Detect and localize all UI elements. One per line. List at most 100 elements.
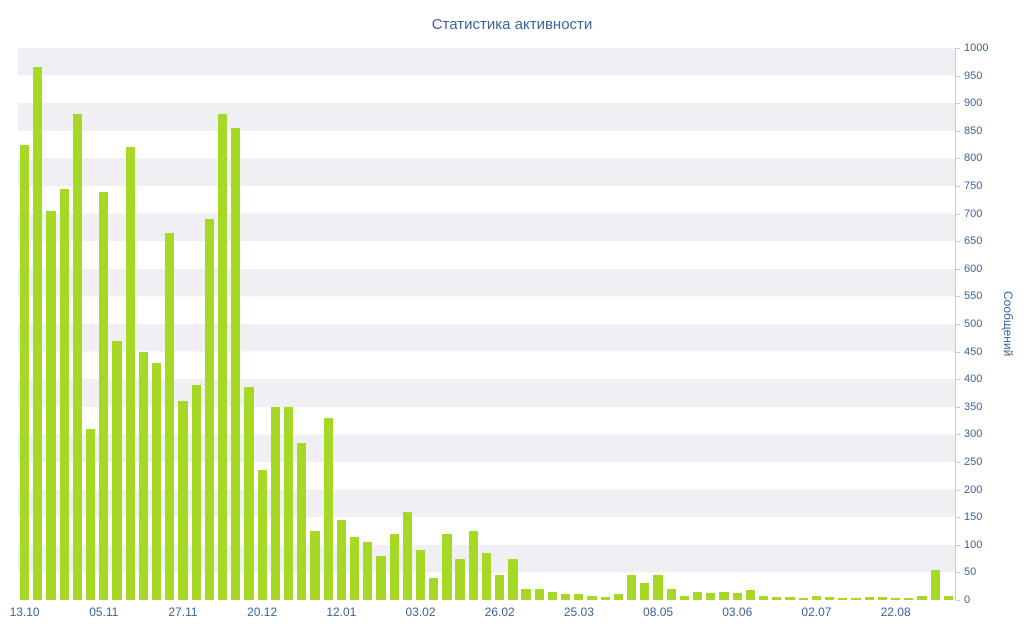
y-tick-label: 0 [964, 594, 971, 606]
plot-area [18, 48, 956, 600]
bar [930, 569, 940, 600]
y-tick-mark [956, 213, 960, 215]
y-tick-label: 100 [964, 538, 983, 551]
bar [811, 595, 822, 600]
y-tick-label: 500 [964, 318, 983, 330]
bar [732, 593, 742, 600]
y-tick-label: 550 [964, 290, 983, 303]
y-tick-mark [956, 572, 960, 574]
bar [785, 597, 795, 600]
bar [706, 593, 716, 600]
bar [745, 590, 756, 600]
y-tick-label: 700 [964, 207, 983, 220]
bar [521, 588, 531, 600]
x-tick-label: 05.11 [89, 605, 119, 619]
y-tick-mark [956, 379, 960, 381]
y-tick-label: 850 [964, 124, 983, 137]
y-tick-mark [956, 600, 960, 601]
bar [402, 511, 412, 600]
bar [640, 583, 650, 600]
bar [244, 387, 254, 600]
bar [270, 406, 280, 600]
x-axis-labels: 13.10 05.11 27.11 20.12 12.01 03.02 26.02 25.03… [10, 605, 955, 625]
y-tick-mark [956, 75, 960, 77]
x-tick-label: 02.07 [801, 605, 832, 619]
bar [851, 598, 861, 600]
bar [481, 553, 492, 600]
chart-title: Статистика активности [431, 16, 593, 33]
bar [587, 595, 597, 600]
bar [376, 555, 386, 600]
y-axis-title: Сообщений [1001, 291, 1015, 357]
bar [178, 401, 188, 600]
y-tick-mark [956, 296, 960, 298]
x-tick-label: 20.12 [247, 605, 278, 619]
y-tick-label: 150 [964, 511, 983, 524]
bar [468, 531, 478, 600]
y-tick-label: 450 [964, 345, 983, 358]
y-tick-mark [956, 324, 960, 325]
y-tick-label: 400 [964, 373, 983, 386]
x-tick-label: 12.01 [326, 605, 357, 619]
x-tick-label: 03.02 [405, 605, 436, 619]
y-tick-mark [956, 103, 960, 105]
y-tick-mark [956, 434, 960, 436]
bar [838, 598, 848, 600]
y-tick-mark [956, 406, 960, 408]
bar [112, 340, 122, 600]
bar [363, 542, 373, 600]
bar [890, 598, 901, 600]
bar [574, 594, 584, 600]
bar [283, 406, 294, 600]
y-tick-label: 600 [964, 262, 983, 275]
bar [442, 533, 452, 600]
y-tick-label: 300 [964, 428, 983, 441]
y-tick-label: 800 [964, 152, 983, 165]
bar [99, 191, 109, 600]
x-tick-label: 25.03 [563, 605, 594, 619]
bar [336, 519, 346, 600]
y-tick-mark [956, 186, 960, 187]
bar [679, 595, 690, 600]
bar [165, 232, 175, 600]
bar [627, 575, 637, 600]
y-tick-mark [956, 489, 960, 491]
y-tick-mark [956, 268, 960, 270]
bar [257, 470, 267, 600]
bar [59, 188, 69, 600]
y-tick-mark [956, 241, 960, 243]
y-tick-mark [956, 351, 960, 353]
x-tick-label: 03.06 [722, 605, 753, 619]
bar [138, 351, 148, 600]
x-tick-label: 08.05 [643, 605, 674, 619]
bar [772, 597, 782, 600]
bar [534, 588, 544, 600]
bar [85, 428, 96, 600]
bar [508, 558, 518, 600]
y-tick-mark [956, 517, 960, 519]
bar [877, 597, 888, 600]
bar [719, 591, 729, 600]
y-tick-label: 250 [964, 456, 983, 468]
x-tick-label: 27.11 [168, 605, 198, 619]
y-axis-labels: 1000 950 900 850 800 750 700 650 600 550 500 450 400… [956, 42, 1002, 606]
bar [323, 417, 333, 600]
bar [297, 442, 307, 600]
bar [349, 536, 360, 600]
bar [653, 575, 663, 600]
bar [310, 531, 320, 600]
bar [125, 147, 135, 600]
bar [415, 550, 426, 600]
x-tick-label: 22.08 [880, 605, 911, 619]
bar [495, 575, 505, 600]
bar [191, 384, 201, 600]
bar [455, 558, 465, 600]
y-tick-mark [956, 544, 960, 546]
bar [389, 533, 399, 600]
bar [917, 595, 927, 600]
x-tick-label: 26.02 [484, 605, 515, 619]
bar [798, 598, 808, 600]
bar [943, 595, 954, 600]
y-tick-mark [956, 48, 960, 49]
y-tick-label: 350 [964, 400, 983, 413]
